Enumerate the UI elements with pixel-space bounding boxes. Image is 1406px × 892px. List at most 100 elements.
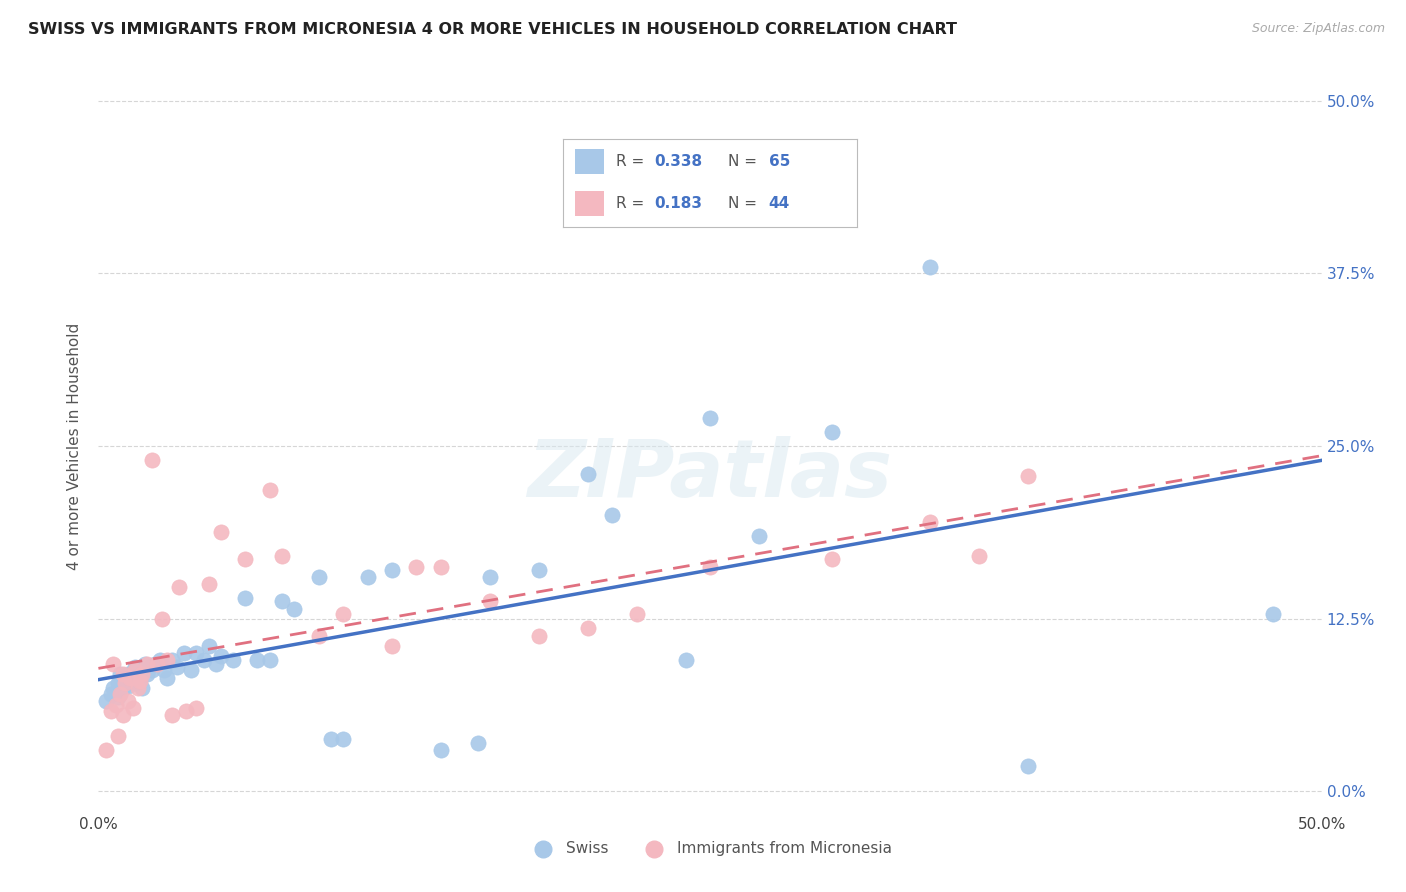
Point [129, 663, 152, 677]
Point [160, 708, 183, 723]
Point [156, 671, 179, 685]
Point [270, 549, 294, 564]
Point [576, 467, 599, 481]
Point [430, 560, 453, 574]
Point [121, 665, 143, 680]
Point [111, 666, 134, 681]
Point [675, 653, 697, 667]
Point [107, 690, 129, 705]
Point [186, 701, 208, 715]
Point [381, 639, 404, 653]
Point [332, 607, 354, 622]
Point [139, 660, 162, 674]
Point [104, 684, 127, 698]
Point [124, 663, 146, 677]
Point [114, 676, 136, 690]
Point [967, 549, 990, 564]
Point [430, 742, 453, 756]
Point [160, 653, 183, 667]
Text: Source: ZipAtlas.com: Source: ZipAtlas.com [1251, 22, 1385, 36]
Point [1261, 607, 1284, 622]
Text: R =: R = [616, 154, 650, 169]
Point [121, 701, 143, 715]
Point [111, 671, 134, 685]
Point [114, 669, 136, 683]
Point [332, 731, 354, 746]
Bar [575, 149, 605, 174]
Point [141, 663, 163, 677]
Point [405, 560, 427, 574]
Point [478, 593, 501, 607]
Point [197, 639, 219, 653]
Point [748, 529, 770, 543]
Point [131, 666, 153, 681]
Point [259, 483, 281, 498]
Point [173, 646, 195, 660]
Point [626, 607, 648, 622]
Point [308, 630, 330, 644]
Point [150, 611, 173, 625]
Point [527, 630, 550, 644]
Point [120, 673, 142, 688]
Point [149, 653, 172, 667]
Text: 0.338: 0.338 [654, 154, 703, 169]
Point [1017, 469, 1039, 483]
Point [259, 653, 281, 667]
Point [124, 660, 146, 674]
Point [101, 681, 124, 695]
Point [100, 687, 122, 701]
Point [699, 411, 721, 425]
Text: N =: N = [728, 154, 762, 169]
Point [270, 593, 294, 607]
Point [233, 552, 256, 566]
Point [136, 666, 159, 681]
Text: SWISS VS IMMIGRANTS FROM MICRONESIA 4 OR MORE VEHICLES IN HOUSEHOLD CORRELATION : SWISS VS IMMIGRANTS FROM MICRONESIA 4 OR… [28, 22, 957, 37]
Point [104, 698, 127, 713]
Point [101, 657, 124, 671]
Legend: Swiss, Immigrants from Micronesia: Swiss, Immigrants from Micronesia [522, 836, 898, 863]
Text: 0.183: 0.183 [654, 196, 702, 211]
Point [920, 260, 942, 274]
Point [136, 657, 159, 671]
Text: R =: R = [616, 196, 650, 211]
Point [110, 686, 132, 700]
Point [127, 669, 149, 683]
Point [1017, 759, 1039, 773]
Point [121, 675, 143, 690]
Point [478, 570, 501, 584]
Point [167, 580, 190, 594]
Point [180, 663, 202, 677]
Point [205, 657, 228, 671]
Point [246, 653, 269, 667]
Point [110, 666, 132, 681]
Point [467, 736, 489, 750]
Point [117, 679, 139, 693]
Point [209, 524, 232, 539]
Point [527, 563, 550, 577]
Point [156, 653, 179, 667]
Point [600, 508, 623, 522]
Point [356, 570, 378, 584]
Point [131, 681, 153, 695]
Text: N =: N = [728, 196, 762, 211]
Point [146, 657, 169, 671]
Point [141, 452, 163, 467]
Point [117, 694, 139, 708]
Point [143, 657, 166, 671]
Point [117, 666, 139, 681]
Y-axis label: 4 or more Vehicles in Household: 4 or more Vehicles in Household [67, 322, 83, 570]
Point [197, 577, 219, 591]
Point [233, 591, 256, 605]
Point [381, 563, 404, 577]
Point [110, 687, 132, 701]
Point [699, 560, 721, 574]
Point [129, 673, 152, 688]
Point [209, 648, 232, 663]
Point [166, 660, 188, 674]
Point [127, 681, 149, 695]
Point [308, 570, 330, 584]
Point [94, 694, 117, 708]
Point [576, 621, 599, 635]
Point [283, 602, 305, 616]
Text: 44: 44 [769, 196, 790, 211]
